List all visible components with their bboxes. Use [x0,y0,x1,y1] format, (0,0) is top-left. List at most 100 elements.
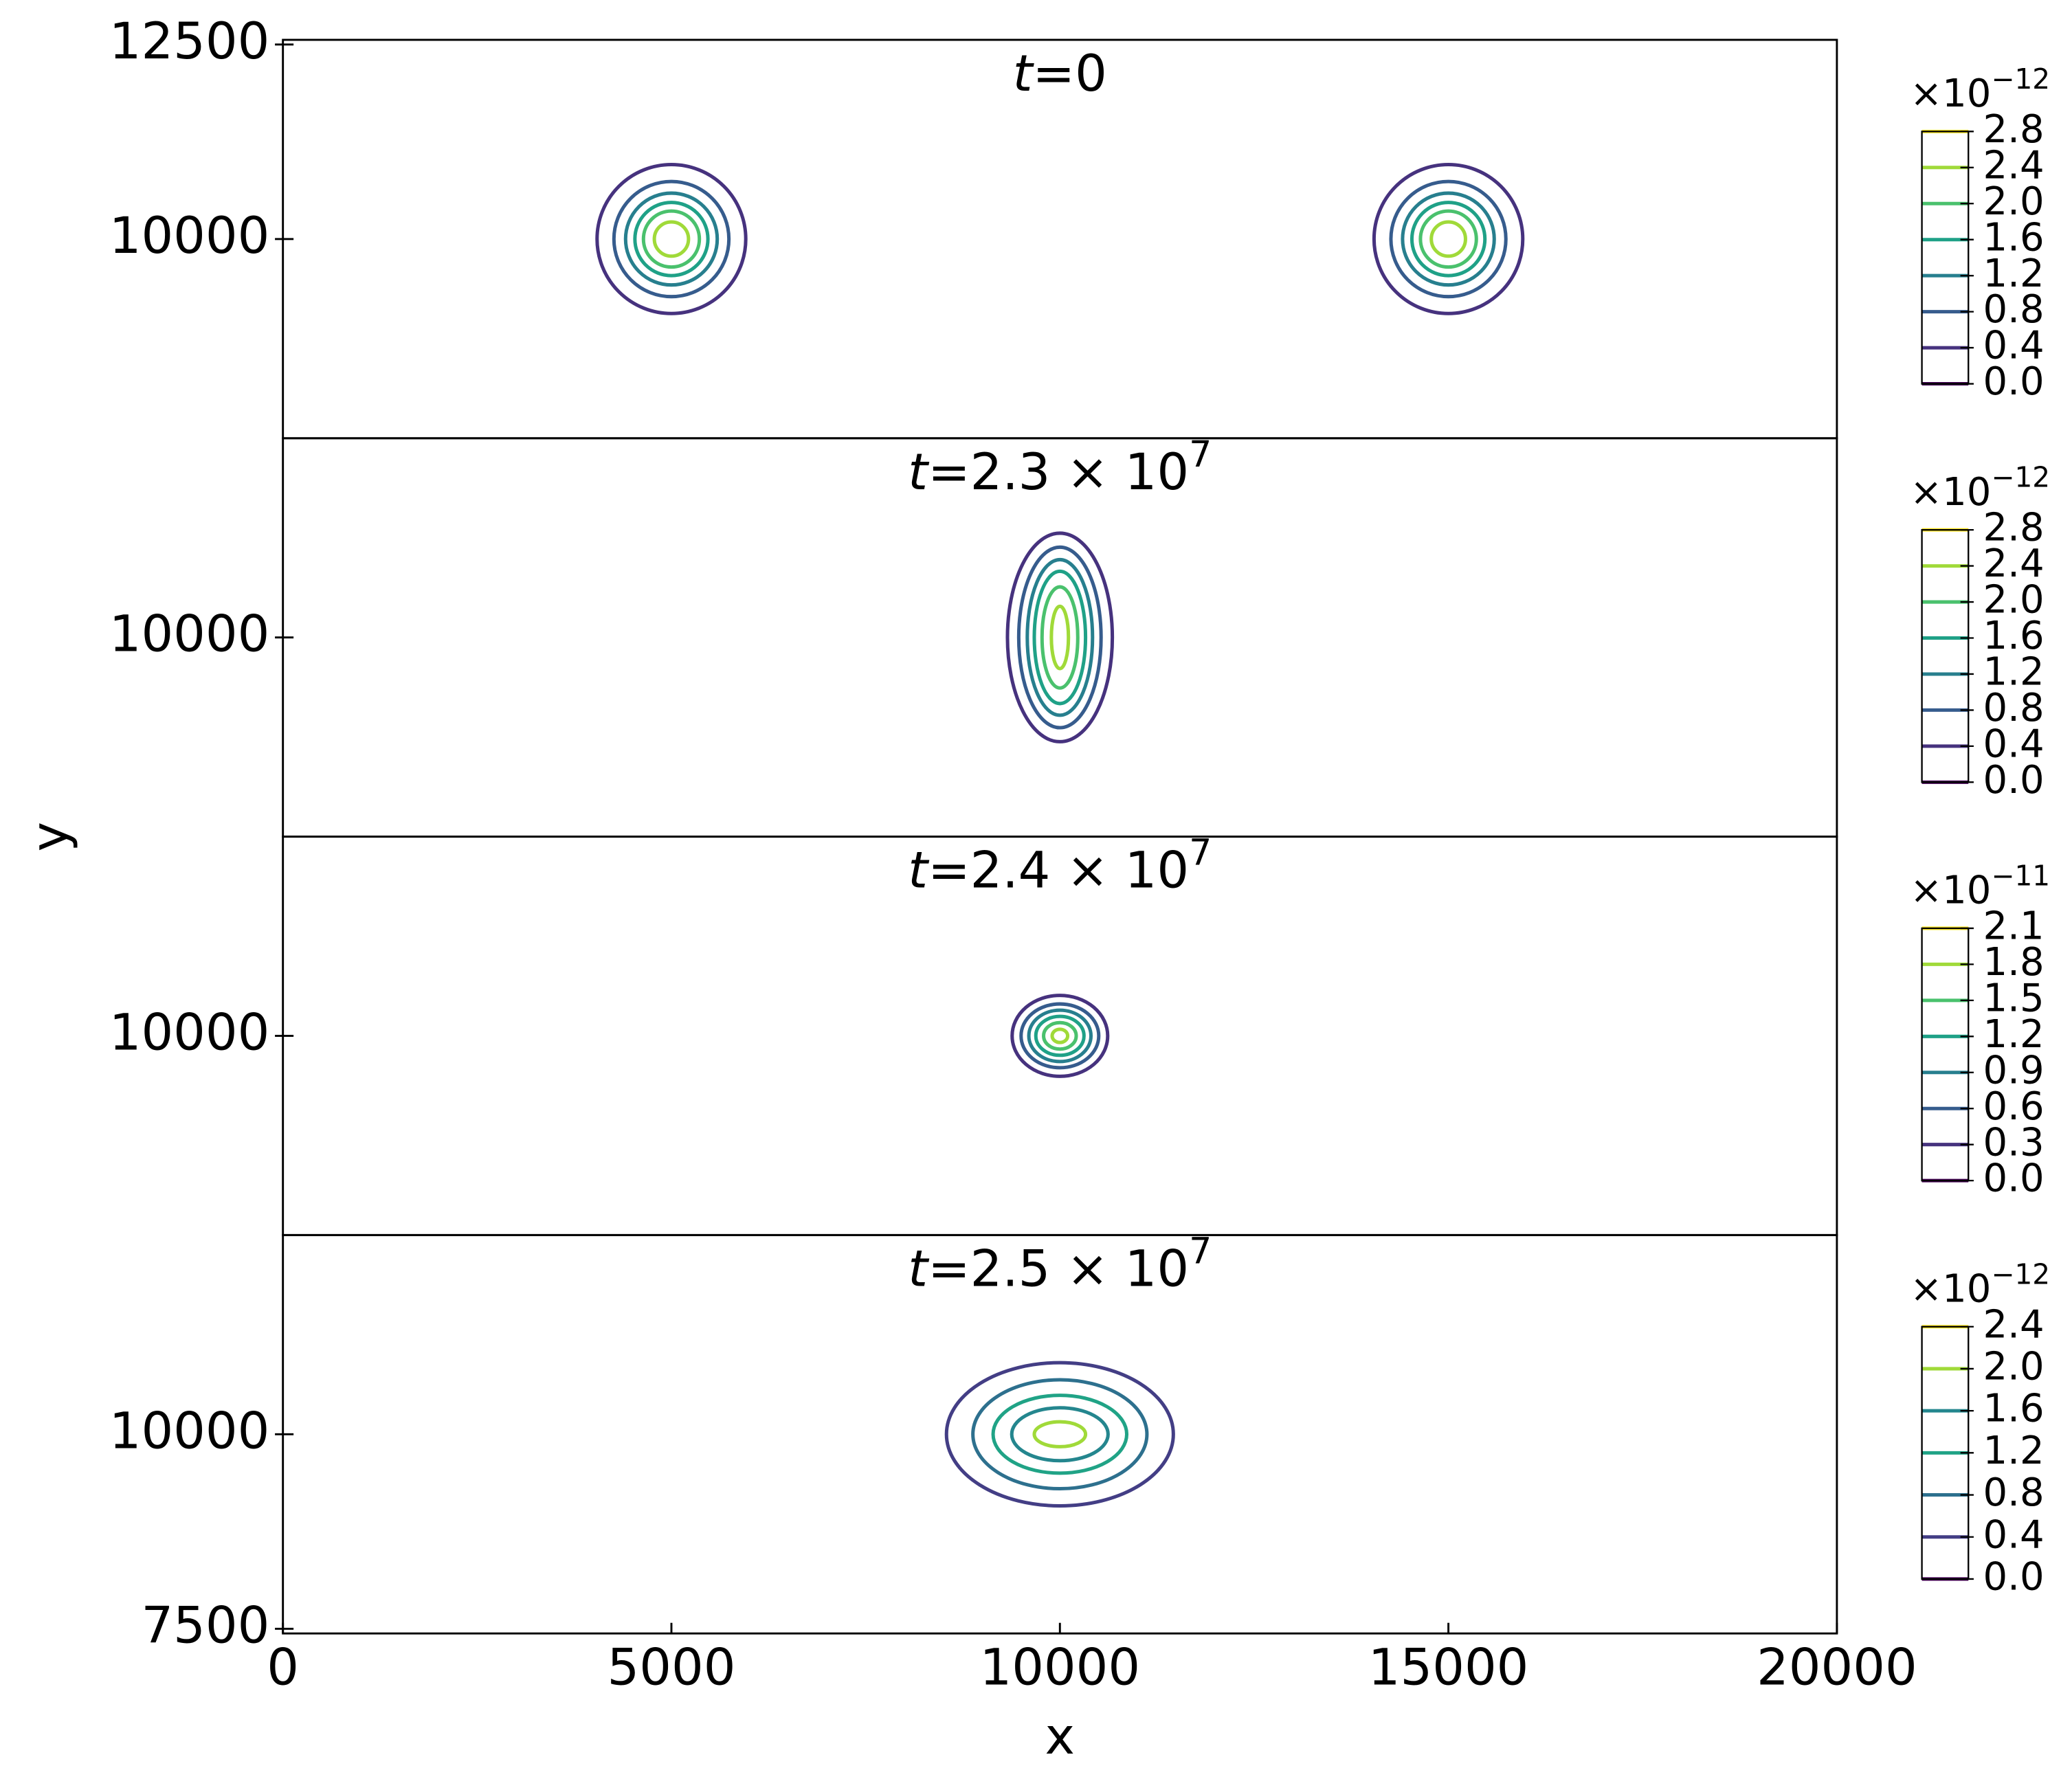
contour-line [1010,1406,1110,1463]
panel-title: t=2.5 × 107 [908,1231,1212,1298]
contour-line [641,209,702,269]
colorbar-multiplier: ×10−12 [1910,461,2050,515]
colorbar-frame [1921,927,1970,1182]
multiplier-base: ×10 [1910,470,1991,515]
x-tick-label: 20000 [1757,1638,1917,1697]
colorbar-tick-label: 1.2 [1983,650,2044,695]
x-tick-label: 15000 [1368,1638,1529,1697]
title-exponent: 7 [1189,833,1212,874]
colorbar-frame [1921,131,1970,385]
colorbar-multiplier: ×10−12 [1910,63,2050,116]
colorbar-tick-label: 1.6 [1983,1387,2044,1431]
y-tick-label: 7500 [141,1596,269,1655]
contour-line [1389,179,1508,299]
contour-line [1040,585,1080,690]
colorbar-tick-label: 0.4 [1983,1512,2044,1557]
colorbar-frame [1921,1325,1970,1580]
colorbar-tick-label: 0.0 [1983,1555,2044,1600]
contour-line [1025,557,1095,717]
contour-line [1372,162,1525,315]
colorbar-tick-label: 2.8 [1983,506,2044,550]
colorbar-tick-label: 2.0 [1983,1345,2044,1389]
colorbar-tick-label: 0.6 [1983,1084,2044,1129]
contour-line [1042,1020,1078,1051]
colorbar-tick-label: 0.8 [1983,1470,2044,1515]
contour-line [1027,1008,1093,1064]
contour-line [991,1394,1129,1475]
title-var: t [908,1240,930,1299]
title-exponent: 7 [1189,1231,1212,1272]
contour-line [1410,201,1487,278]
contour-line [1032,1420,1088,1448]
y-tick-label: 12500 [109,12,270,71]
contour-line [1032,569,1088,706]
contour-line [633,201,710,278]
colorbar-tick-label: 0.4 [1983,324,2044,368]
contour-line [1010,994,1110,1078]
colorbar-tick-label: 0.9 [1983,1048,2044,1093]
colorbar-frame [1921,528,1970,783]
colorbar-tick-label: 2.0 [1983,179,2044,224]
colorbar-tick-label: 1.6 [1983,215,2044,260]
y-axis-label: y [21,822,79,851]
multiplier-base: ×10 [1910,71,1991,116]
colorbar-tick-label: 1.6 [1983,614,2044,658]
colorbar-tick-label: 0.0 [1983,359,2044,404]
colorbar-tick-label: 1.5 [1983,976,2044,1020]
contour-line [1019,1002,1101,1070]
contour-line [1005,531,1115,743]
multiplier-exponent: −11 [1991,859,2050,892]
x-tick-label: 10000 [979,1638,1140,1697]
colorbar-tick-label: 1.2 [1983,1429,2044,1473]
colorbar-tick-label: 2.0 [1983,578,2044,623]
colorbar-tick-label: 0.8 [1983,287,2044,332]
contour-line [1016,545,1103,730]
title-text: =2.3 × 10 [928,443,1189,502]
x-axis-label: x [1045,1708,1075,1766]
colorbar-tick-label: 0.0 [1983,1156,2044,1201]
multiplier-base: ×10 [1910,868,1991,913]
colorbar-multiplier: ×10−12 [1910,1257,2050,1311]
multiplier-exponent: −12 [1991,63,2050,96]
x-tick-label: 5000 [608,1638,736,1697]
colorbar-tick-label: 1.2 [1983,251,2044,296]
title-var: t [908,842,930,900]
contour-line [1418,209,1478,269]
title-text: =2.5 × 10 [928,1240,1189,1299]
contour-line [1050,1027,1070,1044]
colorbar-tick-label: 2.4 [1983,541,2044,586]
title-text: =2.4 × 10 [928,842,1189,900]
colorbar-tick-label: 0.0 [1983,758,2044,803]
panel-title: t=0 [1013,45,1107,103]
y-tick-label: 10000 [109,1003,270,1062]
contour-line [944,1361,1175,1508]
title-var: t [1013,45,1035,103]
contour-line [623,191,720,287]
contour-line [1034,1014,1086,1058]
contour-line [612,179,731,299]
colorbar-tick-label: 2.4 [1983,1302,2044,1347]
colorbar-multiplier: ×10−11 [1910,859,2050,913]
colorbar-tick-label: 0.4 [1983,722,2044,767]
x-tick-label: 0 [267,1638,299,1697]
y-tick-label: 10000 [109,1402,270,1460]
colorbar-tick-label: 2.4 [1983,143,2044,188]
y-tick-label: 10000 [109,207,270,265]
title-exponent: 7 [1189,434,1212,475]
title-text: =0 [1033,45,1107,103]
contour-line [971,1378,1149,1491]
colorbar-tick-label: 1.8 [1983,940,2044,985]
colorbar-tick-label: 2.1 [1983,904,2044,949]
colorbar-tick-label: 2.8 [1983,107,2044,152]
contour-line [1429,220,1467,258]
multiplier-exponent: −12 [1991,461,2050,494]
contour-line [1401,191,1496,287]
colorbar-tick-label: 0.3 [1983,1120,2044,1165]
title-var: t [908,443,930,502]
colorbar-tick-label: 0.8 [1983,686,2044,730]
colorbar-tick-label: 1.2 [1983,1012,2044,1057]
multiplier-base: ×10 [1910,1266,1991,1311]
multiplier-exponent: −12 [1991,1257,2050,1290]
contour-line [652,220,691,258]
